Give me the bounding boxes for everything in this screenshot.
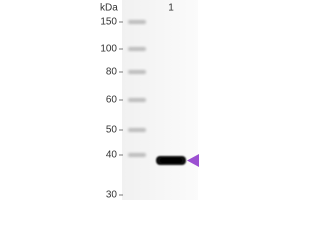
protein-band-core (160, 158, 182, 163)
marker-label: 40 (106, 150, 118, 161)
unit-label: kDa (100, 3, 118, 14)
band-arrow (187, 154, 199, 167)
lane-labels: 1 (168, 3, 174, 14)
marker-label: 150 (100, 17, 117, 28)
marker-label: 50 (106, 125, 118, 136)
blot-figure: kDa 1 150 100 80 60 50 40 30 (100, 0, 199, 200)
ladder-band (128, 47, 146, 51)
ladder-band (128, 98, 146, 102)
ladder-band (128, 153, 146, 157)
marker-label: 30 (106, 190, 118, 200)
marker-labels: 150 100 80 60 50 40 30 (100, 17, 123, 200)
ladder-band (128, 20, 146, 24)
marker-label: 60 (106, 95, 118, 106)
ladder-band (128, 70, 146, 74)
ladder-band (128, 128, 146, 132)
marker-label: 80 (106, 67, 118, 78)
lane-label: 1 (168, 3, 174, 14)
marker-label: 100 (100, 44, 117, 55)
ladder-lane (128, 20, 146, 157)
